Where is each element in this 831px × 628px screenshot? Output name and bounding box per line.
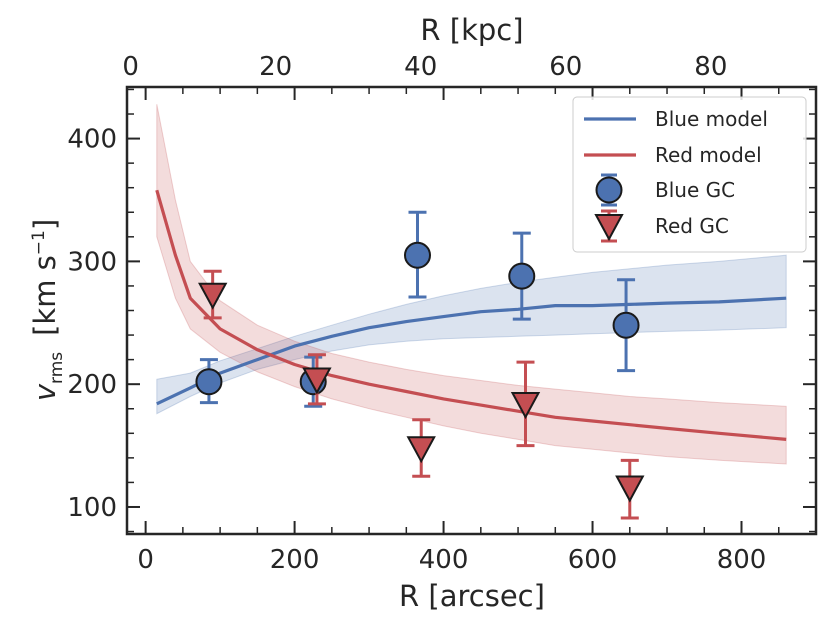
- x-tick-label: 200: [270, 545, 320, 575]
- legend-label: Blue model: [655, 107, 768, 131]
- legend-label: Blue GC: [655, 178, 735, 202]
- plot-series: [155, 104, 787, 520]
- red-gc-point: [510, 392, 541, 420]
- red-gc-point: [615, 475, 645, 503]
- legend-label: Red model: [655, 143, 762, 167]
- x-axis-label: R [arcsec]: [399, 579, 545, 613]
- legend-marker-red-gc: [594, 214, 624, 242]
- y-label-superscript: −1: [29, 230, 49, 255]
- x-tick-label: 400: [419, 545, 469, 575]
- red-gc-point: [302, 367, 332, 395]
- top-x-tick-label: 40: [404, 52, 437, 82]
- plot-area: [155, 104, 787, 520]
- top-x-tick-label: 0: [122, 52, 139, 82]
- top-x-tick-label: 20: [259, 52, 292, 82]
- top-x-tick-label: 80: [694, 52, 727, 82]
- y-tick-label: 200: [67, 370, 117, 400]
- legend: Blue model Red model Blue GC Red GC: [572, 96, 807, 253]
- top-x-axis-label: R [kpc]: [420, 13, 523, 47]
- blue-gc-point: [612, 311, 640, 339]
- blue-gc-point: [508, 262, 536, 290]
- legend-box: [572, 96, 807, 253]
- y-axis-label: vrms [km s−1]: [28, 219, 67, 401]
- blue-gc-point: [403, 241, 431, 269]
- red-model-line: [155, 189, 787, 441]
- y-tick-label: 100: [67, 493, 117, 523]
- x-tick-label: 0: [137, 545, 154, 575]
- y-label-symbol: v: [28, 383, 62, 401]
- red-gc-point: [198, 282, 228, 310]
- blue-gc-point: [195, 368, 223, 396]
- red-gc-point: [406, 436, 436, 464]
- axes: 0 200 400 600 800 100 200 300 400 0 20 40 60 80: [67, 52, 818, 575]
- y-tick-label: 400: [67, 125, 117, 155]
- y-tick-label: 300: [67, 247, 117, 277]
- x-tick-label: 800: [717, 545, 767, 575]
- y-label-unit: [km s: [28, 255, 62, 336]
- legend-marker-blue-gc: [595, 176, 623, 204]
- x-tick-label: 600: [568, 545, 618, 575]
- y-label-subscript: rms: [47, 352, 67, 384]
- y-label-unit-close: ]: [28, 219, 62, 230]
- blue-model-line: [156, 296, 787, 406]
- legend-label: Red GC: [655, 214, 729, 238]
- top-x-tick-label: 60: [549, 52, 582, 82]
